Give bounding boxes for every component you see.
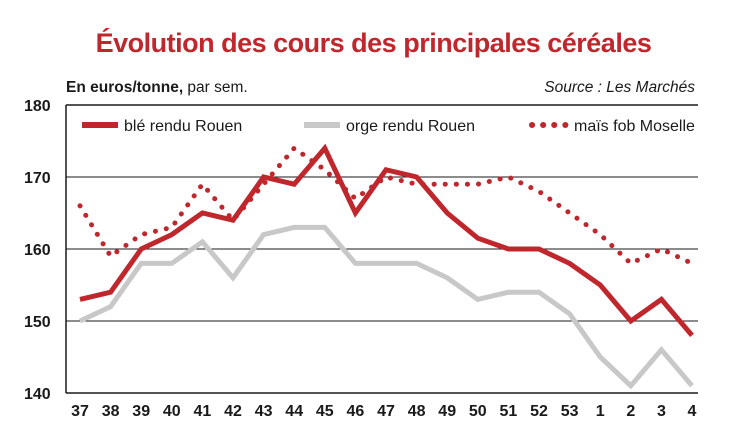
x-tick-label-39: 39 bbox=[132, 403, 150, 420]
y-tick-label-140: 140 bbox=[24, 386, 51, 403]
x-tick-label-3: 3 bbox=[657, 403, 666, 420]
unit-label-main: En euros/tonne, bbox=[66, 79, 184, 96]
unit-label-period: par sem. bbox=[183, 79, 248, 96]
unit-label: En euros/tonne, par sem. bbox=[66, 79, 248, 97]
series-line-2 bbox=[77, 144, 695, 267]
y-tick-label-170: 170 bbox=[24, 170, 51, 187]
y-tick-label-180: 180 bbox=[24, 98, 51, 115]
x-tick-label-41: 41 bbox=[194, 403, 212, 420]
x-tick-label-53: 53 bbox=[561, 403, 579, 420]
x-tick-label-2: 2 bbox=[626, 403, 635, 420]
x-tick-label-1: 1 bbox=[596, 403, 605, 420]
x-tick-label-42: 42 bbox=[224, 403, 242, 420]
legend-label-2: maïs fob Moselle bbox=[574, 118, 695, 135]
x-tick-label-49: 49 bbox=[438, 403, 456, 420]
x-tick-label-37: 37 bbox=[71, 403, 89, 420]
series-line-1 bbox=[78, 224, 694, 390]
x-tick-label-46: 46 bbox=[347, 403, 365, 420]
x-tick-label-40: 40 bbox=[163, 403, 181, 420]
x-tick-label-50: 50 bbox=[469, 403, 487, 420]
legend-label-0: blé rendu Rouen bbox=[124, 118, 242, 135]
x-tick-label-44: 44 bbox=[285, 403, 303, 420]
x-tick-label-48: 48 bbox=[408, 403, 426, 420]
chart-title: Évolution des cours des principales céré… bbox=[95, 28, 652, 58]
series-line-0 bbox=[79, 143, 694, 338]
source-label: Source : Les Marchés bbox=[544, 79, 695, 96]
legend-label-1: orge rendu Rouen bbox=[346, 118, 475, 135]
y-tick-label-150: 150 bbox=[24, 314, 51, 331]
x-tick-label-45: 45 bbox=[316, 403, 334, 420]
x-tick-label-52: 52 bbox=[530, 403, 548, 420]
x-tick-label-51: 51 bbox=[500, 403, 518, 420]
x-tick-label-47: 47 bbox=[377, 403, 395, 420]
x-tick-label-38: 38 bbox=[102, 403, 120, 420]
x-tick-label-4: 4 bbox=[688, 403, 697, 420]
y-tick-label-160: 160 bbox=[24, 242, 51, 259]
x-tick-label-43: 43 bbox=[255, 403, 273, 420]
